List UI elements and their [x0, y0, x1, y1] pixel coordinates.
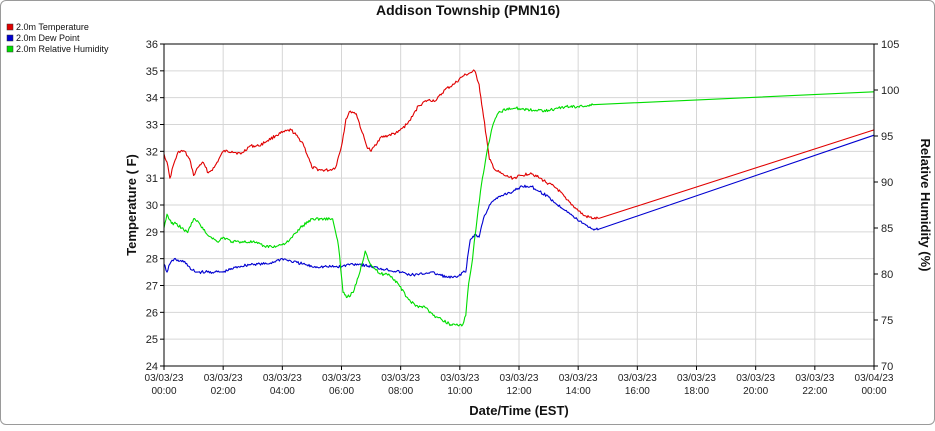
y-right-tick-label: 85 [881, 223, 893, 235]
legend-entry-label: 2.0m Dew Point [16, 33, 80, 43]
y-right-tick-label: 90 [881, 177, 893, 189]
y-left-tick-label: 30 [146, 200, 158, 212]
x-tick-label-date: 03/03/23 [559, 373, 598, 384]
x-tick-label-date: 03/03/23 [618, 373, 657, 384]
y-left-tick-label: 29 [146, 227, 158, 239]
x-tick-label-date: 03/03/23 [795, 373, 834, 384]
x-axis-label: Date/Time (EST) [469, 403, 568, 418]
x-tick-label-date: 03/03/23 [263, 373, 302, 384]
y-axis-right: 70 75 80 85 90 95 100 105 [874, 39, 899, 373]
y-left-tick-label: 35 [146, 66, 158, 78]
x-tick-label-date: 03/03/23 [440, 373, 479, 384]
series-line-1 [163, 69, 875, 220]
y-right-tick-label: 70 [881, 361, 893, 373]
x-tick-label-date: 03/03/23 [204, 373, 243, 384]
x-tick-label-time: 14:00 [566, 386, 591, 397]
y-right-tick-label: 95 [881, 131, 893, 143]
x-axis: 03/03/23 00:00 03/03/23 02:00 03/03/23 04:00 0… [145, 366, 894, 397]
legend-entry-label: 2.0m Relative Humidity [16, 44, 109, 54]
legend-swatch [6, 34, 14, 42]
grid-lines [163, 43, 875, 367]
x-tick-label-time: 02:00 [211, 386, 236, 397]
x-tick-label-date: 03/03/23 [145, 373, 184, 384]
x-tick-label-time: 00:00 [151, 386, 176, 397]
y-right-tick-label: 100 [881, 85, 899, 97]
y-left-tick-label: 27 [146, 281, 158, 293]
series-line-2 [163, 134, 875, 279]
series-line-3 [163, 91, 875, 327]
x-tick-label-time: 22:00 [802, 386, 827, 397]
y-right-tick-label: 105 [881, 39, 899, 51]
y-axis-left: 24 25 26 27 28 29 30 31 32 33 34 35 36 [146, 39, 164, 373]
x-tick-label-time: 06:00 [329, 386, 354, 397]
y-left-tick-label: 25 [146, 334, 158, 346]
x-tick-label-time: 16:00 [625, 386, 650, 397]
x-tick-label-time: 12:00 [506, 386, 531, 397]
y-left-tick-label: 31 [146, 173, 158, 185]
x-tick-label-time: 00:00 [861, 386, 886, 397]
x-tick-label-date: 03/03/23 [736, 373, 775, 384]
x-tick-label-date: 03/04/23 [855, 373, 894, 384]
legend-entry-label: 2.0m Temperature [16, 22, 89, 32]
y-left-tick-label: 36 [146, 39, 158, 51]
y-axis-right-label: Relative Humidity (%) [918, 139, 933, 272]
x-tick-label-date: 03/03/23 [677, 373, 716, 384]
y-left-tick-label: 28 [146, 254, 158, 266]
x-tick-label-time: 20:00 [743, 386, 768, 397]
series-group [163, 69, 875, 327]
chart-title: Addison Township (PMN16) [376, 2, 560, 18]
legend-swatch [6, 45, 14, 53]
legend-swatch [6, 23, 14, 31]
x-tick-label-time: 08:00 [388, 386, 413, 397]
x-tick-label-time: 04:00 [270, 386, 295, 397]
x-tick-label-date: 03/03/23 [322, 373, 361, 384]
x-tick-label-time: 10:00 [447, 386, 472, 397]
y-left-tick-label: 33 [146, 120, 158, 132]
y-axis-left-label: Temperature ( F) [124, 154, 139, 256]
y-left-tick-label: 32 [146, 146, 158, 158]
x-tick-label-date: 03/03/23 [381, 373, 420, 384]
y-left-tick-label: 26 [146, 307, 158, 319]
x-tick-label-date: 03/03/23 [500, 373, 539, 384]
y-left-tick-label: 34 [146, 93, 158, 105]
y-right-tick-label: 75 [881, 315, 893, 327]
y-left-tick-label: 24 [146, 361, 158, 373]
x-tick-label-time: 18:00 [684, 386, 709, 397]
y-right-tick-label: 80 [881, 269, 893, 281]
